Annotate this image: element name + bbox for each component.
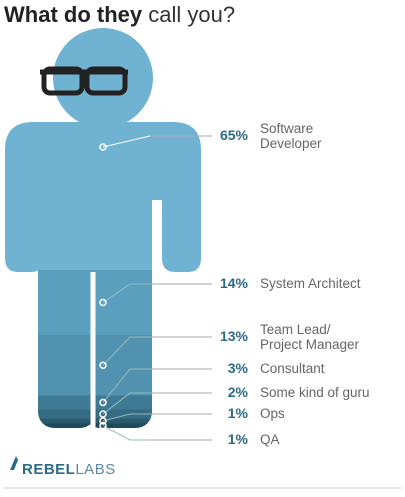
leader-dot (99, 417, 107, 425)
title: What do they call you? (4, 2, 235, 28)
logo: REBELLABS (22, 461, 116, 478)
logo-icon (10, 456, 18, 470)
leader-dot (99, 421, 107, 430)
category-label: Software Developer (260, 121, 322, 151)
value-label: 65% (219, 127, 248, 143)
leader-dot (99, 398, 107, 407)
value-label: 2% (227, 384, 248, 400)
head (53, 28, 153, 128)
leader-dot (99, 298, 107, 307)
value-label: 13% (219, 328, 248, 344)
value-label: 1% (227, 431, 248, 447)
torso (5, 122, 201, 272)
upper-body (5, 28, 201, 272)
leader-dot (99, 361, 107, 370)
title-light: call you? (148, 2, 236, 27)
category-label: Ops (260, 406, 285, 421)
category-label: Consultant (260, 361, 325, 376)
leader-dot (99, 143, 107, 151)
value-label: 14% (219, 275, 248, 291)
category-label: QA (260, 432, 280, 447)
category-label: Team Lead/ Project Manager (260, 322, 360, 352)
leader-dot (99, 410, 107, 418)
logo-bold: REBEL (22, 461, 76, 478)
title-bold: What do they (4, 2, 143, 27)
category-label: System Architect (260, 276, 361, 291)
value-label: 1% (227, 405, 248, 421)
category-label: Some kind of guru (260, 385, 370, 400)
logo-light: LABS (75, 461, 116, 478)
glasses (40, 66, 128, 96)
value-label: 3% (227, 360, 248, 376)
